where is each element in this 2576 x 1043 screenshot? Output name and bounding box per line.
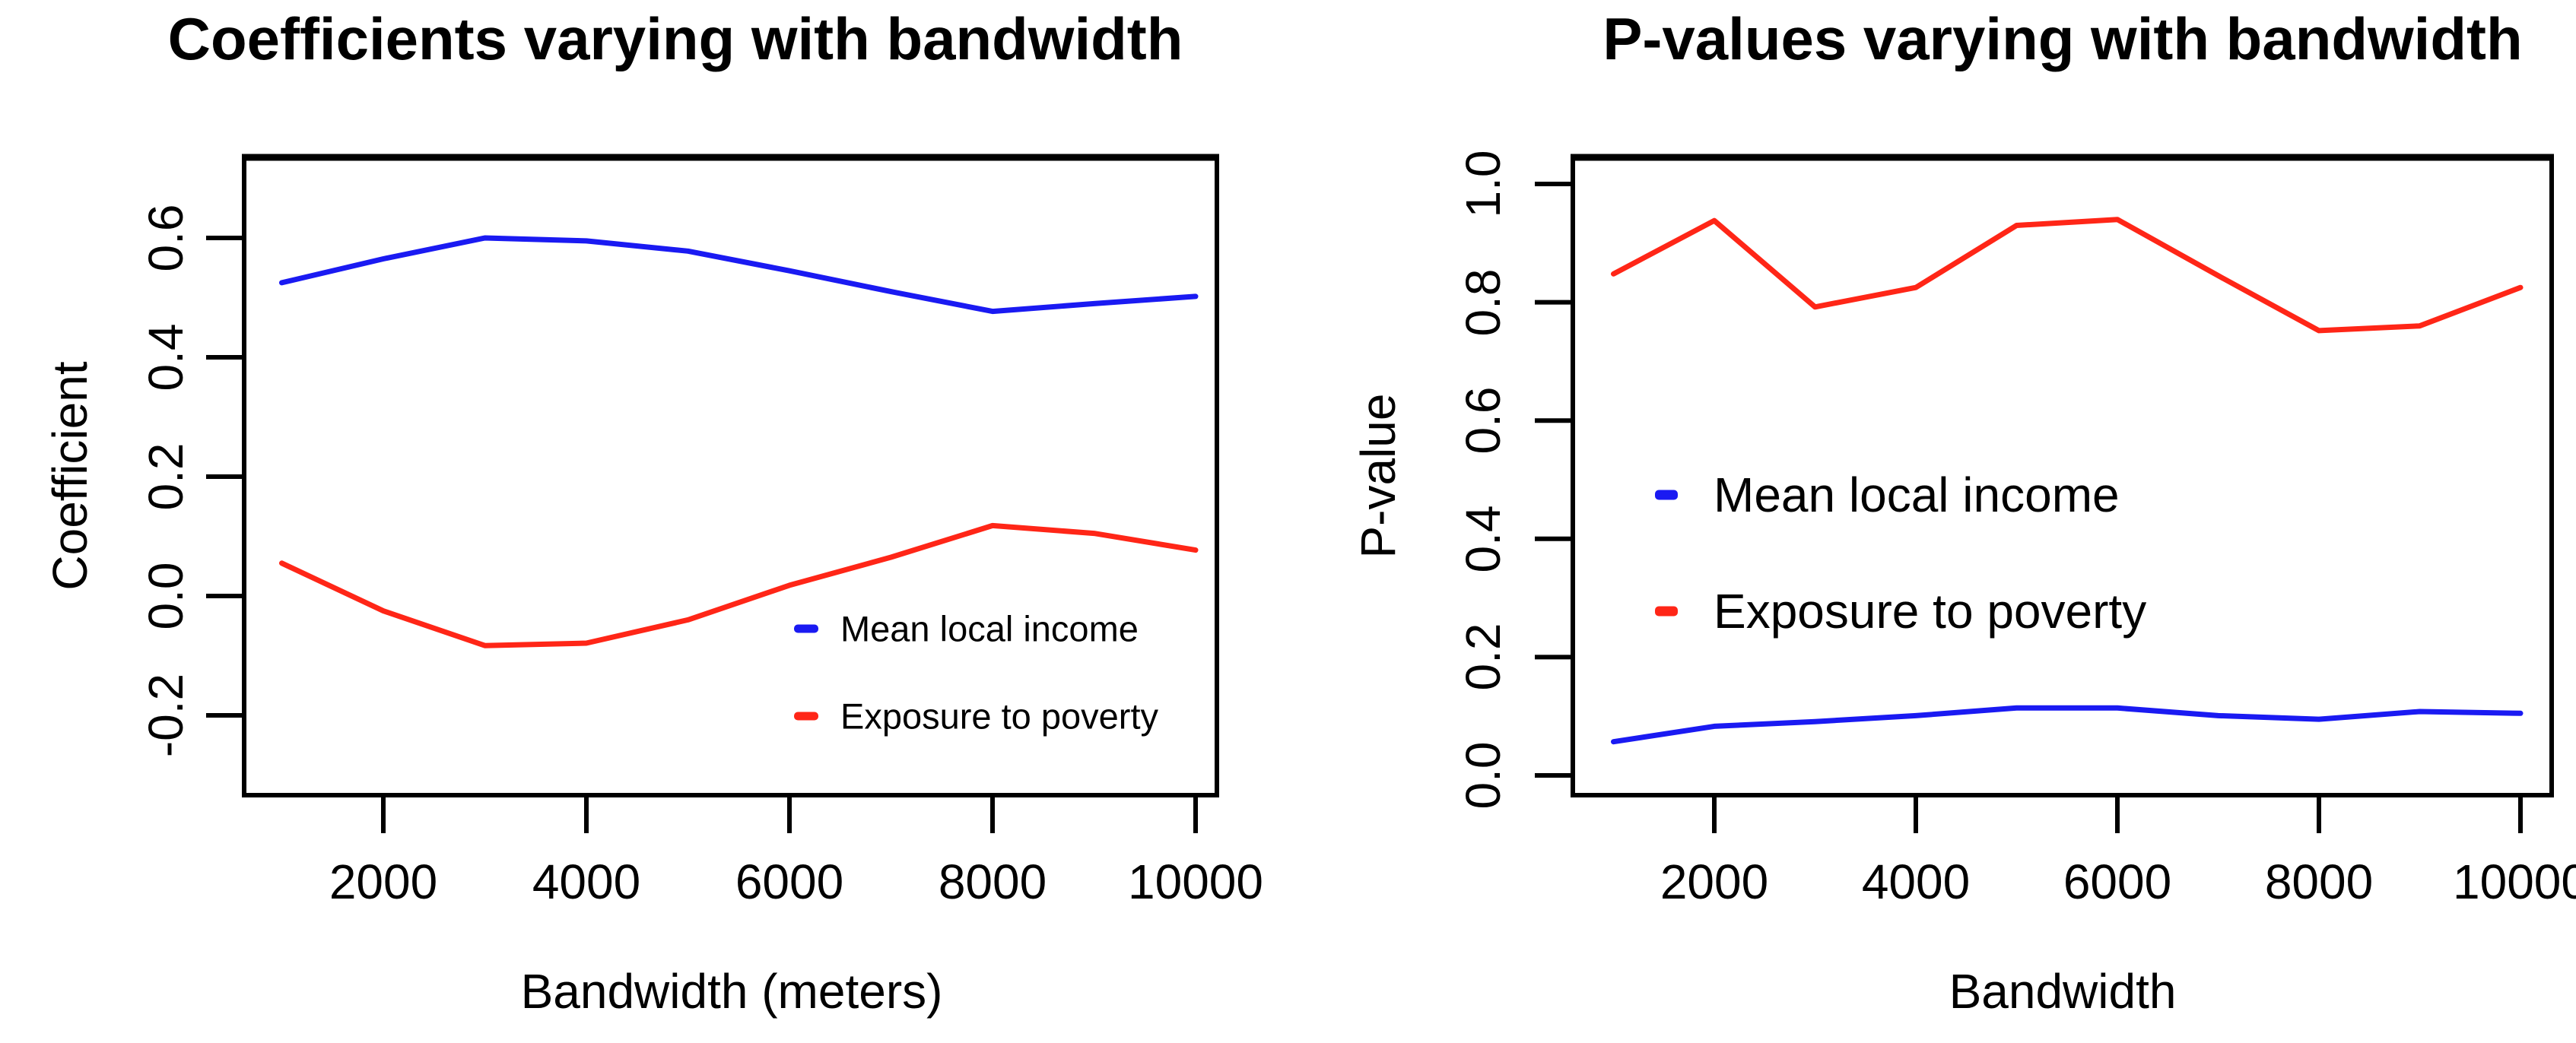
y-tick-label: -0.2 [138,673,193,758]
series-line-exposure-to-poverty [1611,217,2524,334]
series-line-exposure-to-poverty [279,522,1199,648]
legend-item-label-exposure-to-poverty: Exposure to poverty [1714,584,2147,639]
y-tick-label: 1.0 [1456,150,1510,218]
y-axis-label-pvalue: P-value [1351,393,1406,559]
x-axis-label-bandwidth-meters: Bandwidth (meters) [520,964,943,1019]
y-tick-label: 0.6 [138,204,193,272]
legend-dash-exposure-to-poverty [1655,606,1678,617]
x-tick-label: 10000 [1128,854,1263,909]
y-tick-label: 0.8 [1456,268,1510,337]
x-tick-label: 6000 [735,854,844,909]
series-line-mean-local-income [279,235,1199,315]
chart-title-coefficients: Coefficients varying with bandwidth [167,5,1183,72]
x-tick-label: 4000 [1861,854,1971,909]
x-tick-label: 2000 [1660,854,1769,909]
x-tick-label: 10000 [2453,854,2576,909]
legend-dash-mean-local-income [1655,490,1678,500]
y-axis-label-coefficient: Coefficient [43,361,97,591]
x-tick-label: 8000 [938,854,1047,909]
legend-dash-mean-local-income [794,624,818,633]
x-tick-label: 8000 [2264,854,2374,909]
legend-item-label-mean-local-income: Mean local income [840,608,1139,649]
legend-item-label-exposure-to-poverty: Exposure to poverty [840,696,1158,737]
y-tick-label: 0.2 [1456,623,1510,691]
series-line-mean-local-income [1611,705,2524,745]
x-axis-label-bandwidth: Bandwidth [1949,964,2177,1019]
x-tick-label: 2000 [329,854,438,909]
y-tick-label: 0.0 [1456,741,1510,810]
chart-title-pvalues: P-values varying with bandwidth [1602,5,2523,72]
legend-dash-exposure-to-poverty [794,712,818,721]
y-tick-label: 0.2 [138,442,193,511]
y-tick-label: 0.4 [1456,505,1510,573]
y-tick-label: 0.0 [138,562,193,630]
x-tick-label: 6000 [2063,854,2172,909]
y-tick-label: 0.4 [138,323,193,392]
legend-item-label-mean-local-income: Mean local income [1714,468,2120,522]
y-tick-label: 0.6 [1456,386,1510,455]
x-tick-label: 4000 [532,854,641,909]
